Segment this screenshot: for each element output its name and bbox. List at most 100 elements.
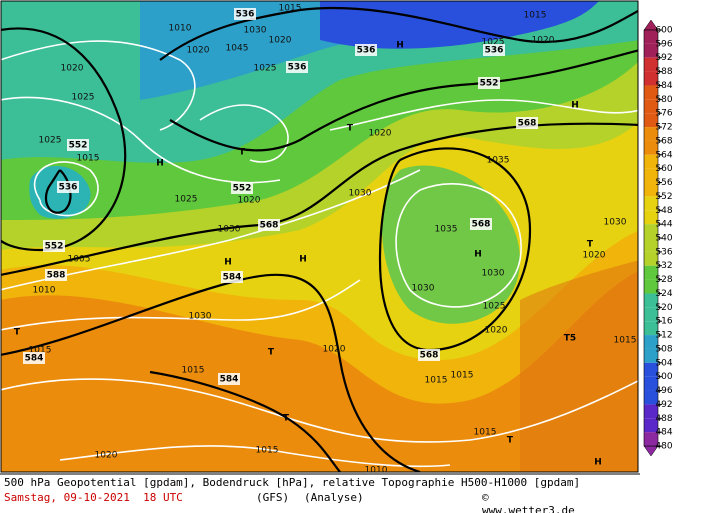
colorbar-label: 560	[655, 164, 672, 174]
geopotential-label: 568	[260, 221, 279, 231]
geopotential-label: 584	[25, 354, 44, 364]
geopotential-label: 584	[223, 273, 242, 283]
isobar-label: 1020	[323, 345, 346, 355]
isobar-label: 1025	[72, 93, 95, 103]
isobar-label: 1020	[238, 196, 261, 206]
geopotential-label: 568	[472, 220, 491, 230]
footer-description: 500 hPa Geopotential [gpdam], Bodendruck…	[4, 476, 581, 489]
colorbar-label: 480	[655, 442, 672, 452]
isobar-label: 1015	[474, 428, 497, 438]
isobar-label: 1020	[485, 326, 508, 336]
label-bg	[516, 117, 538, 129]
colorbar-label: 512	[655, 331, 672, 341]
label-bg	[483, 44, 505, 56]
colorbar-label: 592	[655, 53, 672, 63]
colorbar-swatch	[644, 335, 658, 349]
colorbar-swatch	[644, 113, 658, 128]
geopotential-lines	[1, 6, 638, 472]
isobar-label: 1020	[187, 46, 210, 56]
label-bg	[470, 218, 492, 230]
colorbar-swatch	[644, 99, 658, 114]
isobar-label: 1010	[169, 24, 192, 34]
colorbar-label: 568	[655, 136, 672, 146]
isobar-label: 1045	[226, 44, 249, 54]
geopotential-label: 536	[288, 63, 307, 73]
colorbar-label: 528	[655, 275, 672, 285]
colorbar-label: 540	[655, 234, 672, 244]
credit: © www.wetter3.de	[482, 491, 575, 513]
colorbar-label: 504	[655, 358, 672, 368]
colorbar-swatch	[644, 251, 658, 266]
colorbar-label: 532	[655, 261, 672, 271]
geopotential-label: 536	[485, 46, 504, 56]
label-bg	[234, 8, 256, 20]
label-bg	[221, 271, 243, 283]
colorbar-swatch	[644, 390, 658, 405]
label-bg	[286, 61, 308, 73]
isobar-label: 1020	[369, 129, 392, 139]
pressure-center: H	[594, 458, 602, 468]
label-bg	[67, 139, 89, 151]
colorbar-label: 596	[655, 39, 672, 49]
isobar-label: 1015	[182, 366, 205, 376]
geopotential-label: 588	[47, 271, 66, 281]
label-bg	[218, 373, 240, 385]
colorbar-label: 600	[655, 26, 672, 36]
colorbar-swatch	[644, 30, 658, 44]
geopotential-label: 584	[220, 375, 239, 385]
label-bg	[258, 219, 280, 231]
geopotential-label: 552	[69, 141, 88, 151]
colorbar-label: 544	[655, 220, 672, 230]
pressure-center: T5	[564, 334, 576, 344]
colorbar-label: 524	[655, 289, 672, 299]
isobar-label: 1005	[68, 255, 91, 265]
colorbar-swatch	[644, 224, 658, 238]
colorbar-label: 572	[655, 123, 672, 133]
geopotential-label: 536	[236, 10, 255, 20]
isobar-label: 1015	[524, 11, 547, 21]
date: Samstag, 09-10-2021 18 UTC	[4, 491, 183, 504]
colorbar-label: 488	[655, 414, 672, 424]
isobar-label: 1030	[244, 26, 267, 36]
isobar-label: 1015	[77, 154, 100, 164]
colorbar-swatch	[644, 279, 658, 294]
colorbar-swatch	[644, 127, 658, 141]
map-frame	[0, 0, 639, 473]
isobar-label: 1020	[269, 36, 292, 46]
colorbar-swatch	[644, 321, 658, 336]
field	[1, 1, 638, 472]
pressure-center: H	[156, 159, 164, 169]
isobar-label: 1030	[189, 312, 212, 322]
label-bg	[23, 352, 45, 364]
isobar-label: 1020	[61, 64, 84, 74]
isobar-label: 1015	[451, 371, 474, 381]
geopotential-label: 552	[480, 79, 499, 89]
colorbar-label: 556	[655, 178, 672, 188]
pressure-center: H	[224, 258, 232, 268]
colorbar-label: 484	[655, 428, 672, 438]
pressure-center: H	[571, 101, 579, 111]
colorbar-swatch	[644, 168, 658, 183]
colorbar-swatch	[644, 196, 658, 211]
colorbar-swatch	[644, 57, 658, 72]
isobar-label: 1015	[256, 446, 279, 456]
colorbar-frame	[643, 29, 659, 447]
colorbar-label: 520	[655, 303, 672, 313]
pressure-center: H	[474, 250, 482, 260]
colorbar-swatch	[644, 238, 658, 252]
isobar-label: 1035	[487, 156, 510, 166]
colorbar-label: 588	[655, 67, 672, 77]
isobar-label: 1025	[483, 302, 506, 312]
pressure-center: T	[283, 414, 290, 424]
isobar-label: 1020	[95, 451, 118, 461]
label-bg	[43, 240, 65, 252]
isobar-label: 1020	[532, 36, 555, 46]
geopotential-label: 536	[59, 183, 78, 193]
pressure-center: T	[14, 328, 21, 338]
pressure-center: H	[396, 41, 404, 51]
colorbar-swatch	[644, 265, 658, 280]
isobar-label: 1020	[583, 251, 606, 261]
geopotential-label: 568	[420, 351, 439, 361]
geopotential-label: 568	[518, 119, 537, 129]
isobar-label: 1030	[349, 189, 372, 199]
